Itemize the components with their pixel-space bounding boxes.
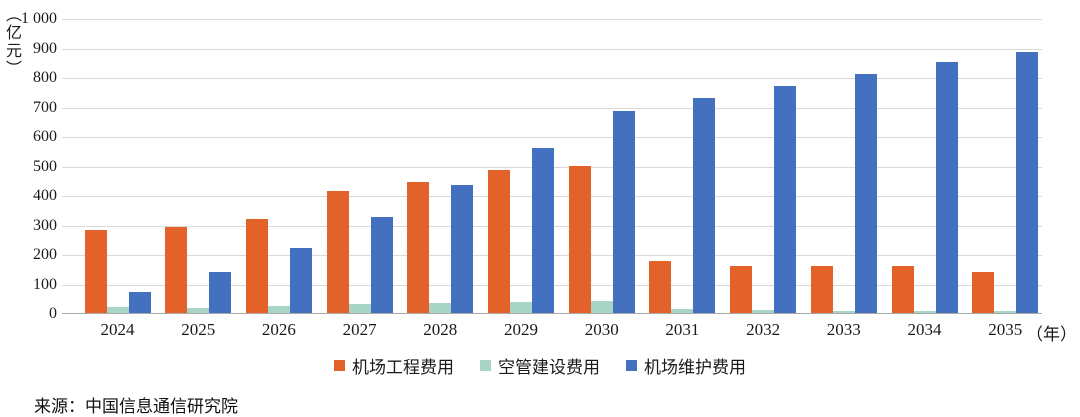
y-axis-unit-label: （亿元） xyxy=(3,6,20,78)
bar-2033-series-1 xyxy=(832,310,855,313)
bar-2027-series-2 xyxy=(370,217,393,313)
gridline-700 xyxy=(62,107,1042,109)
bar-2030-series-2 xyxy=(612,110,635,313)
bar-2025-series-0 xyxy=(165,227,188,313)
bar-2030-series-0 xyxy=(568,165,591,313)
bar-2028-series-1 xyxy=(429,303,452,313)
bar-2031-series-0 xyxy=(649,261,672,313)
atc-construction-series-swatch-icon xyxy=(480,360,491,371)
y-tick-label-100: 100 xyxy=(33,275,57,293)
x-tick-label-2029: 2029 xyxy=(504,320,538,339)
bar-2035-series-1 xyxy=(994,310,1017,313)
bar-2027-series-0 xyxy=(326,190,349,313)
bar-2031-series-1 xyxy=(671,309,694,313)
bar-2026-series-2 xyxy=(289,248,312,313)
source-attribution: 来源：中国信息通信研究院 xyxy=(34,397,238,416)
y-tick-label-600: 600 xyxy=(33,128,57,145)
legend-label-maintenance: 机场维护费用 xyxy=(644,358,746,377)
bar-2029-series-0 xyxy=(488,169,510,313)
x-tick-label-2033: 2033 xyxy=(826,320,861,339)
y-tick-label-300: 300 xyxy=(33,216,57,234)
maintenance-series-swatch-icon xyxy=(626,360,637,371)
x-tick-label-2031: 2031 xyxy=(665,320,700,339)
bar-2032-series-0 xyxy=(730,265,753,313)
x-tick-label-2035: 2035 xyxy=(988,320,1023,339)
y-tick-label-0: 0 xyxy=(49,305,57,322)
y-tick-label-900: 900 xyxy=(33,39,57,57)
bar-2026-series-1 xyxy=(267,305,290,313)
bar-2025-series-1 xyxy=(187,307,210,313)
x-tick-label-2030: 2030 xyxy=(584,320,619,339)
legend-item-engineering: 机场工程费用 xyxy=(334,353,454,378)
legend-item-atc-construction: 空管建设费用 xyxy=(480,353,600,378)
y-tick-label-500: 500 xyxy=(33,157,57,175)
bar-2034-series-0 xyxy=(891,265,914,313)
bar-2024-series-2 xyxy=(128,292,151,313)
x-tick-label-2032: 2032 xyxy=(746,320,781,339)
bar-2026-series-0 xyxy=(245,218,268,313)
gridline-800 xyxy=(62,78,1042,79)
legend-item-maintenance: 机场维护费用 xyxy=(626,353,746,378)
bar-2033-series-0 xyxy=(810,265,833,313)
bar-2029-series-2 xyxy=(532,147,554,313)
bar-2024-series-0 xyxy=(84,230,107,313)
y-tick-label-200: 200 xyxy=(33,246,57,263)
bar-2030-series-1 xyxy=(590,301,613,313)
legend: 机场工程费用 空管建设费用 机场维护费用 xyxy=(0,353,1080,378)
y-tick-label-700: 700 xyxy=(33,98,57,116)
x-tick-label-2025: 2025 xyxy=(181,320,216,339)
y-tick-label-1000: 1 000 xyxy=(21,10,57,27)
engineering-series-swatch-icon xyxy=(334,360,345,371)
bar-2034-series-1 xyxy=(913,310,936,313)
gridline-900 xyxy=(62,48,1042,50)
bar-2035-series-2 xyxy=(1016,51,1039,313)
gridline-600 xyxy=(62,137,1042,138)
y-tick-label-400: 400 xyxy=(33,187,57,204)
y-tick-label-800: 800 xyxy=(33,69,57,86)
bar-2025-series-2 xyxy=(209,271,232,313)
bar-2033-series-2 xyxy=(854,74,877,313)
bar-2032-series-1 xyxy=(752,310,775,313)
legend-label-atc-construction: 空管建设费用 xyxy=(498,358,600,377)
x-axis-unit-label: （年） xyxy=(1026,325,1077,344)
bar-2027-series-1 xyxy=(348,304,371,313)
bar-2034-series-2 xyxy=(935,62,958,313)
bar-2029-series-1 xyxy=(510,302,532,313)
x-tick-label-2026: 2026 xyxy=(261,320,296,339)
gridline-1000 xyxy=(62,19,1042,20)
bar-2035-series-0 xyxy=(972,271,995,313)
x-tick-label-2034: 2034 xyxy=(907,320,942,339)
x-tick-label-2024: 2024 xyxy=(100,320,135,339)
x-tick-label-2028: 2028 xyxy=(423,320,458,339)
bar-2024-series-1 xyxy=(106,307,129,313)
bar-2032-series-2 xyxy=(774,85,797,313)
bar-2028-series-0 xyxy=(407,181,430,313)
bar-2031-series-2 xyxy=(693,97,716,313)
bar-2028-series-2 xyxy=(451,184,474,313)
legend-label-engineering: 机场工程费用 xyxy=(352,358,454,377)
plot-area xyxy=(62,19,1042,314)
x-tick-label-2027: 2027 xyxy=(342,320,377,339)
